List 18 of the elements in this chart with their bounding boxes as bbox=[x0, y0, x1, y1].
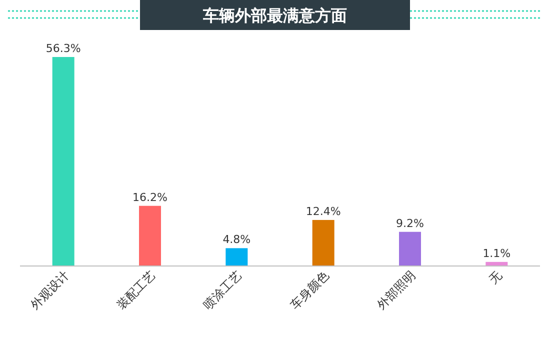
bar bbox=[226, 248, 248, 266]
data-label: 56.3% bbox=[46, 42, 81, 55]
x-tick-label: 车身颜色 bbox=[288, 268, 332, 312]
data-label: 16.2% bbox=[132, 190, 168, 204]
data-label: 1.1% bbox=[482, 246, 511, 260]
bar bbox=[312, 220, 334, 266]
data-label: 12.4% bbox=[306, 204, 341, 218]
data-label: 4.8% bbox=[222, 233, 251, 246]
data-label: 9.2% bbox=[396, 216, 424, 230]
x-tick-label: 外部照明 bbox=[374, 268, 418, 312]
bar bbox=[139, 206, 161, 266]
x-tick-label: 装配工艺 bbox=[114, 268, 158, 312]
x-tick-label: 外观设计 bbox=[28, 268, 72, 312]
bar bbox=[52, 57, 74, 266]
chart-title: 车辆外部最满意方面 bbox=[202, 6, 347, 25]
bar bbox=[399, 232, 421, 266]
x-tick-label: 喷涂工艺 bbox=[200, 268, 245, 312]
x-tick-label: 无 bbox=[486, 268, 505, 287]
